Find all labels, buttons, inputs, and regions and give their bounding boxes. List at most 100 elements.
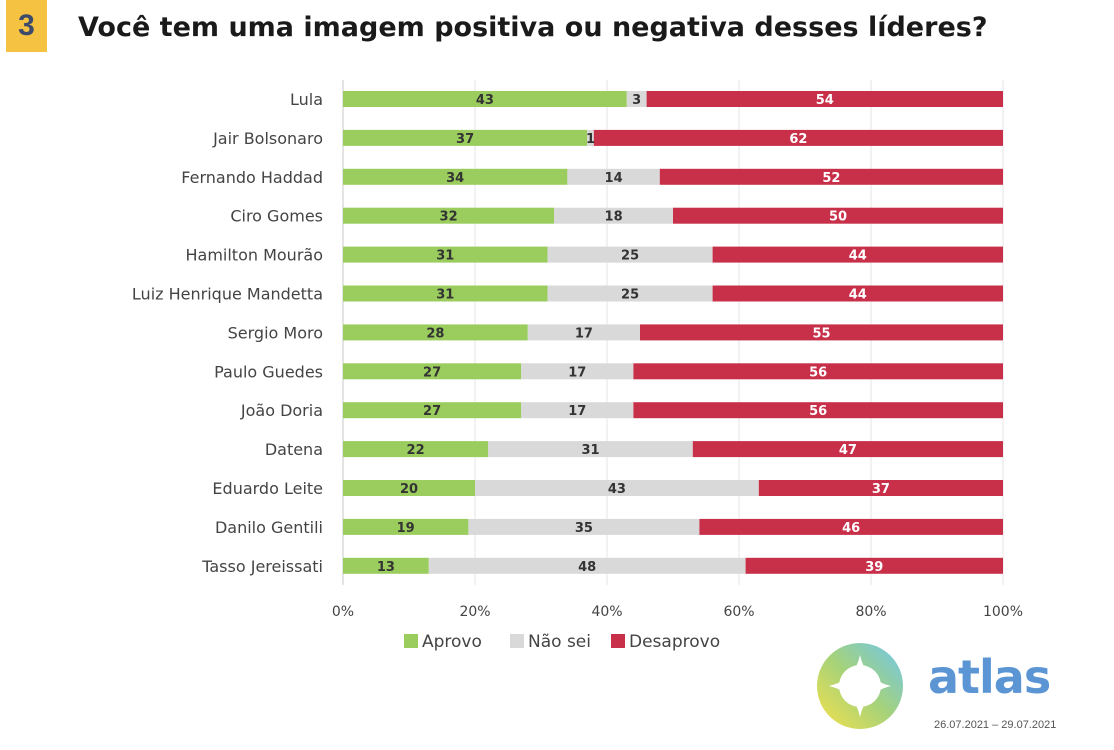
bar-desaprovo bbox=[692, 441, 1003, 458]
bar-aprovo bbox=[343, 168, 568, 185]
data-label: 31 bbox=[436, 288, 454, 303]
data-label: 56 bbox=[809, 365, 827, 380]
atlas-logo-icon bbox=[817, 643, 903, 729]
data-label: 56 bbox=[809, 404, 827, 419]
question-number-badge: 3 bbox=[6, 0, 47, 52]
data-label: 28 bbox=[426, 326, 444, 341]
bar-não-sei bbox=[428, 557, 746, 574]
chart-title: Você tem uma imagem positiva ou negativa… bbox=[78, 12, 988, 43]
x-tick-label: 40% bbox=[591, 604, 622, 620]
data-label: 39 bbox=[865, 560, 883, 575]
bar-aprovo bbox=[343, 207, 555, 224]
date-range: 26.07.2021 – 29.07.2021 bbox=[934, 719, 1057, 731]
category-label: Luiz Henrique Mandetta bbox=[132, 285, 323, 304]
bar-aprovo bbox=[343, 518, 469, 535]
data-label: 31 bbox=[581, 443, 599, 458]
legend-label: Desaprovo bbox=[629, 632, 720, 652]
bar-desaprovo bbox=[712, 246, 1003, 263]
category-label: Sergio Moro bbox=[228, 323, 323, 342]
data-label: 44 bbox=[849, 249, 867, 264]
bar-não-sei bbox=[567, 168, 660, 185]
bar-desaprovo bbox=[593, 129, 1003, 146]
category-label: Lula bbox=[290, 90, 323, 109]
x-tick-label: 20% bbox=[459, 604, 490, 620]
data-label: 37 bbox=[872, 482, 890, 497]
data-label: 19 bbox=[397, 521, 415, 536]
atlas-logo-text: atlas bbox=[928, 650, 1051, 704]
bar-desaprovo bbox=[673, 207, 1003, 224]
category-label: Jair Bolsonaro bbox=[212, 129, 323, 148]
data-label: 55 bbox=[812, 326, 830, 341]
data-label: 35 bbox=[575, 521, 593, 536]
bar-aprovo bbox=[343, 557, 429, 574]
x-tick-label: 0% bbox=[332, 604, 354, 620]
data-label: 3 bbox=[632, 93, 641, 108]
data-label: 27 bbox=[423, 404, 441, 419]
data-label: 1 bbox=[586, 132, 595, 147]
bar-desaprovo bbox=[699, 518, 1003, 535]
data-label: 43 bbox=[608, 482, 626, 497]
bar-desaprovo bbox=[659, 168, 1003, 185]
legend-label: Não sei bbox=[528, 632, 591, 652]
legend-label: Aprovo bbox=[422, 632, 482, 652]
data-label: 17 bbox=[568, 365, 586, 380]
data-label: 48 bbox=[578, 560, 596, 575]
bar-não-sei bbox=[554, 207, 673, 224]
data-label: 52 bbox=[822, 171, 840, 186]
bar-aprovo bbox=[343, 285, 548, 302]
data-label: 22 bbox=[407, 443, 425, 458]
data-label: 54 bbox=[816, 93, 834, 108]
data-label: 37 bbox=[456, 132, 474, 147]
bar-não-sei bbox=[521, 402, 634, 419]
data-label: 17 bbox=[575, 326, 593, 341]
bar-aprovo bbox=[343, 480, 475, 496]
data-label: 43 bbox=[476, 93, 494, 108]
data-label: 31 bbox=[436, 249, 454, 264]
bar-aprovo bbox=[343, 363, 522, 380]
bar-não-sei bbox=[488, 441, 693, 458]
data-label: 18 bbox=[605, 210, 623, 225]
bar-não-sei bbox=[547, 285, 713, 302]
bar-não-sei bbox=[521, 363, 634, 380]
category-label: Fernando Haddad bbox=[181, 168, 323, 187]
bar-não-sei bbox=[587, 129, 594, 146]
bar-desaprovo bbox=[646, 91, 1003, 107]
bar-aprovo bbox=[343, 402, 522, 419]
data-label: 62 bbox=[789, 132, 807, 147]
legend-swatch bbox=[404, 634, 418, 648]
bar-desaprovo bbox=[633, 402, 1003, 419]
bar-não-sei bbox=[468, 518, 700, 535]
data-label: 44 bbox=[849, 288, 867, 303]
bar-desaprovo bbox=[633, 363, 1003, 380]
bar-desaprovo bbox=[758, 480, 1003, 496]
data-label: 46 bbox=[842, 521, 860, 536]
bar-desaprovo bbox=[712, 285, 1003, 302]
bar-desaprovo bbox=[640, 324, 1003, 341]
legend-swatch bbox=[510, 634, 524, 648]
bar-não-sei bbox=[626, 91, 647, 107]
data-label: 13 bbox=[377, 560, 395, 575]
data-label: 17 bbox=[568, 404, 586, 419]
category-label: Eduardo Leite bbox=[212, 479, 323, 498]
data-label: 20 bbox=[400, 482, 418, 497]
bar-não-sei bbox=[527, 324, 640, 341]
category-label: João Doria bbox=[240, 401, 323, 420]
bar-não-sei bbox=[475, 480, 759, 496]
bar-aprovo bbox=[343, 246, 548, 263]
bar-desaprovo bbox=[745, 557, 1003, 574]
category-label: Tasso Jereissati bbox=[201, 557, 323, 576]
category-label: Datena bbox=[265, 440, 323, 459]
data-label: 14 bbox=[605, 171, 623, 186]
category-label: Danilo Gentili bbox=[215, 518, 323, 537]
category-label: Hamilton Mourão bbox=[185, 246, 323, 265]
data-label: 34 bbox=[446, 171, 464, 186]
data-label: 50 bbox=[829, 210, 847, 225]
category-label: Paulo Guedes bbox=[214, 362, 323, 381]
bar-aprovo bbox=[343, 91, 627, 107]
x-tick-label: 80% bbox=[855, 604, 886, 620]
bar-aprovo bbox=[343, 441, 489, 458]
bar-não-sei bbox=[547, 246, 713, 263]
data-label: 47 bbox=[839, 443, 857, 458]
data-label: 25 bbox=[621, 288, 639, 303]
